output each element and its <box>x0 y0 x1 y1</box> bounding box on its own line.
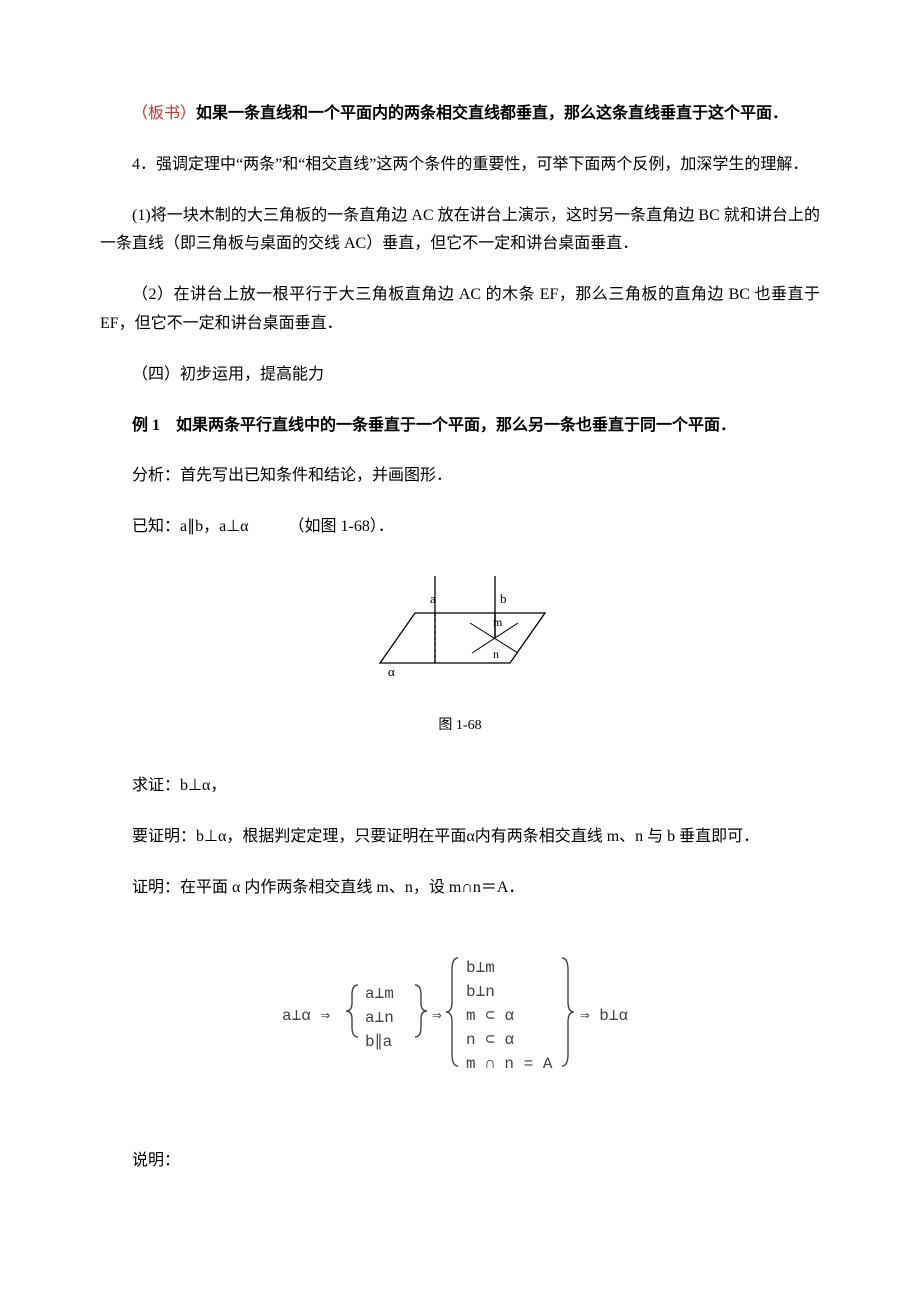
label-alpha: α <box>388 664 395 679</box>
proof-mid: ⇒ <box>432 1007 442 1025</box>
section-4-title: （四）初步运用，提高能力 <box>100 361 820 390</box>
proof-left: a⊥α ⇒ <box>282 1007 330 1025</box>
note-label: 说明： <box>100 1147 820 1176</box>
proof-expression: a⊥α ⇒ a⊥m a⊥n b∥a ⇒ b⊥m b⊥n m ⊂ α n ⊂ α … <box>100 930 820 1111</box>
counter-example-1: (1)将一块木制的大三角板的一条直角边 AC 放在讲台上演示，这时另一条直角边 … <box>100 202 820 260</box>
proof-right: ⇒ b⊥α <box>580 1007 628 1025</box>
label-n: n <box>493 647 499 661</box>
theorem-statement: （板书）如果一条直线和一个平面内的两条相交直线都垂直，那么这条直线垂直于这个平面… <box>100 100 820 129</box>
given: 已知：a∥b，a⊥α （如图 1-68）． <box>100 513 820 542</box>
proof-c2c: m ⊂ α <box>466 1007 514 1025</box>
example-1-text: 如果两条平行直线中的一条垂直于一个平面，那么另一条也垂直于同一个平面． <box>176 417 736 434</box>
label-b: b <box>500 591 507 606</box>
proof-c1b: a⊥n <box>365 1009 394 1027</box>
proof-c1a: a⊥m <box>365 985 394 1003</box>
proof-c2b: b⊥n <box>466 983 495 1001</box>
proof-intro: 证明：在平面 α 内作两条相交直线 m、n，设 m∩n＝A． <box>100 874 820 903</box>
proof-c2e: m ∩ n = A <box>466 1055 553 1073</box>
label-m: m <box>493 615 503 629</box>
to-prove: 求证：b⊥α， <box>100 772 820 801</box>
para-point4: 4．强调定理中“两条”和“相交直线”这两个条件的重要性，可举下面两个反例，加深学… <box>100 151 820 180</box>
example-1: 例 1 如果两条平行直线中的一条垂直于一个平面，那么另一条也垂直于同一个平面． <box>100 412 820 441</box>
figure-caption: 图 1-68 <box>100 713 820 738</box>
theorem-prefix: （板书） <box>132 105 196 122</box>
counter-example-2: （2）在讲台上放一根平行于大三角板直角边 AC 的木条 EF，那么三角板的直角边… <box>100 281 820 339</box>
theorem-text: 如果一条直线和一个平面内的两条相交直线都垂直，那么这条直线垂直于这个平面． <box>196 105 788 122</box>
analysis: 分析：首先写出已知条件和结论，并画图形． <box>100 462 820 491</box>
proof-strategy: 要证明：b⊥α，根据判定定理，只要证明在平面α内有两条相交直线 m、n 与 b … <box>100 823 820 852</box>
proof-c1c: b∥a <box>365 1033 393 1051</box>
example-1-label: 例 1 <box>132 417 176 434</box>
proof-c2d: n ⊂ α <box>466 1031 514 1049</box>
figure-1-68: a b m n α 图 1-68 <box>100 568 820 738</box>
label-a: a <box>430 591 436 606</box>
proof-c2a: b⊥m <box>466 959 495 977</box>
